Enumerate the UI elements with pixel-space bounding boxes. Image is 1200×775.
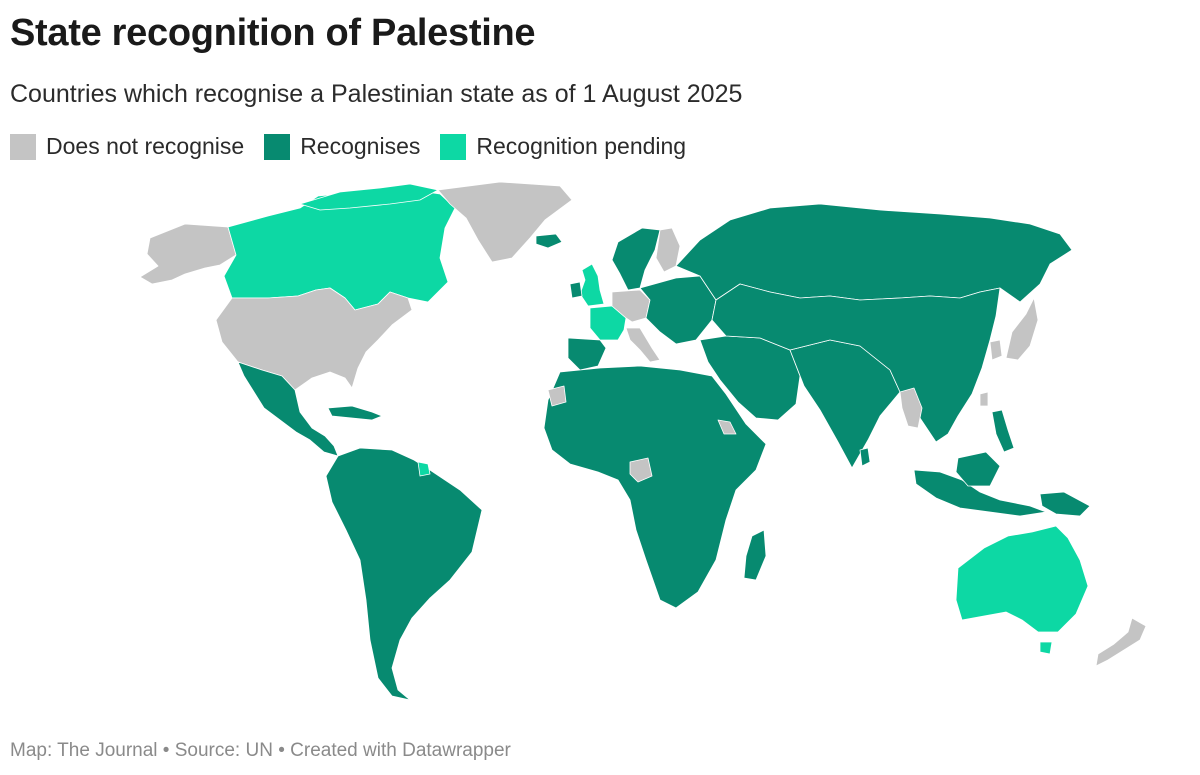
region-french-guiana [417, 461, 431, 477]
legend-swatch-does-not-recognise [10, 133, 36, 160]
region-central-europe [611, 289, 651, 323]
footer-credits: Map: The Journal • Source: UN • Created … [10, 740, 511, 762]
region-alaska [139, 223, 237, 285]
region-south-america [325, 447, 483, 701]
region-canada-islands [299, 183, 439, 211]
map-title: State recognition of Palestine [10, 12, 536, 54]
legend-label-recognition-pending: Recognition pending [476, 133, 687, 159]
region-borneo [955, 451, 1001, 487]
region-italy [625, 327, 661, 363]
region-eastern-europe [639, 275, 717, 345]
footer-map-credit: Map: The Journal [10, 740, 158, 761]
region-taiwan [979, 391, 989, 407]
legend-item-recognises: Recognises [264, 133, 420, 160]
region-papua-new-guinea [1039, 491, 1091, 517]
region-scandinavia [611, 227, 661, 291]
region-ireland [569, 281, 583, 299]
region-cameroon [629, 457, 653, 483]
region-sri-lanka [859, 447, 871, 467]
footer-separator: • [272, 740, 291, 761]
map-subtitle: Countries which recognise a Palestinian … [10, 80, 743, 108]
legend-item-recognition-pending: Recognition pending [440, 133, 686, 160]
region-south-korea [989, 339, 1003, 361]
footer-tool-credit: Created with Datawrapper [290, 740, 511, 761]
region-new-zealand [1095, 617, 1147, 667]
region-africa [543, 365, 767, 609]
region-central-and-east-asia [711, 283, 1001, 443]
region-united-kingdom [579, 263, 605, 307]
region-philippines [991, 409, 1015, 453]
region-tasmania [1039, 641, 1053, 655]
region-eritrea [717, 419, 737, 435]
region-iceland [535, 233, 563, 249]
region-japan [1005, 297, 1039, 361]
region-greenland [437, 181, 573, 263]
region-iberia [567, 337, 607, 371]
region-australia [955, 525, 1089, 633]
region-myanmar [899, 387, 923, 429]
region-western-sahara [547, 385, 567, 407]
region-caribbean [327, 405, 383, 421]
footer-source-credit: Source: UN [174, 740, 273, 761]
world-map [139, 181, 1147, 701]
region-madagascar [743, 529, 767, 581]
legend-item-does-not-recognise: Does not recognise [10, 133, 244, 160]
legend-swatch-recognises [264, 133, 291, 160]
region-indonesia-and-borneo [913, 469, 1047, 517]
legend-swatch-recognition-pending [440, 133, 467, 160]
legend-label-recognises: Recognises [300, 133, 421, 159]
legend-label-does-not-recognise: Does not recognise [46, 133, 245, 159]
legend: Does not recognise Recognises Recognitio… [10, 133, 686, 160]
footer-separator: • [157, 740, 175, 761]
